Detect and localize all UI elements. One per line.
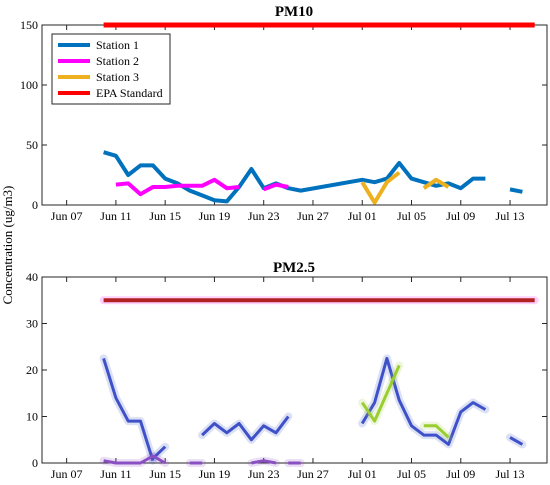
- chart-pm10: PM10 0 50 100 150 Jun 07 Jun 11 Jun 15 Jun 19 Ju…: [20, 4, 548, 223]
- shared-ylabel: Concentration (ug/m3): [0, 186, 15, 305]
- series-line-1-2: [251, 459, 277, 465]
- plot-area-pm25: [41, 276, 548, 464]
- axes-pm25: 0 10 20 30 40 Jun 07 Jun 11 Jun 15 Jun 19 Jun 23 J…: [26, 270, 547, 481]
- x-tick-label: Jun 07: [51, 209, 83, 223]
- x-tick-label: Jul 01: [348, 209, 377, 223]
- y-tick-label: 30: [26, 317, 38, 331]
- y-tick-label: 0: [32, 456, 38, 470]
- x-tick-label: Jul 13: [496, 467, 525, 481]
- legend-pm10: Station 1 Station 2 Station 3 EPA Standard: [51, 33, 171, 105]
- x-tick-label: Jul 01: [348, 467, 377, 481]
- chart-title-pm25: PM2.5: [273, 260, 315, 276]
- x-tick-label: Jun 27: [297, 209, 329, 223]
- series-line-1-0: [115, 177, 240, 197]
- y-tick-label: 20: [26, 363, 38, 377]
- y-tick-label: 150: [20, 18, 38, 32]
- x-tick-label: Jun 15: [149, 209, 181, 223]
- x-tick-label: Jun 19: [199, 467, 231, 481]
- x-tick-label: Jun 19: [199, 209, 231, 223]
- legend-label: EPA Standard: [96, 86, 163, 100]
- series-line-0-2: [201, 415, 290, 442]
- x-tick-label: Jun 23: [248, 209, 280, 223]
- x-tick-label: Jun 27: [297, 467, 329, 481]
- x-tick-label: Jun 23: [248, 467, 280, 481]
- x-tick-label: Jul 05: [397, 209, 426, 223]
- series-layer-pm25: [99, 296, 539, 467]
- chart-pm25: PM2.5 0 10 20 30 40 Jun 07 Jun 11 Jun 15 Jun 19 J…: [26, 260, 548, 481]
- y-tick-label: 100: [20, 78, 38, 92]
- x-tick-label: Jun 11: [100, 209, 131, 223]
- series-line-0-3: [360, 356, 487, 446]
- x-tick-label: Jul 05: [397, 467, 426, 481]
- series-line-1-1: [262, 182, 289, 192]
- x-tick-label: Jul 09: [446, 209, 475, 223]
- series-line-0-0: [102, 357, 155, 462]
- legend-label: Station 2: [96, 54, 139, 68]
- y-tick-label: 40: [26, 270, 38, 284]
- series-line-0-1: [509, 187, 523, 194]
- y-tick-label: 0: [32, 198, 38, 212]
- x-tick-label: Jun 07: [51, 467, 83, 481]
- series-layer-pm10: [103, 22, 535, 205]
- series-line-2-1: [423, 424, 450, 439]
- x-tick-label: Jul 09: [446, 467, 475, 481]
- y-tick-label: 10: [26, 410, 38, 424]
- series-line-1-0: [103, 454, 166, 465]
- series-line-0-4: [509, 436, 524, 446]
- chart-title-pm10: PM10: [275, 4, 313, 20]
- series-line-2-1: [422, 177, 450, 190]
- legend-label: Station 3: [96, 70, 139, 84]
- x-tick-label: Jun 11: [100, 467, 131, 481]
- x-tick-label: Jun 15: [149, 467, 181, 481]
- series-line-2-0: [360, 171, 401, 205]
- x-tick-label: Jul 13: [496, 209, 525, 223]
- series-line-2-0: [360, 364, 401, 423]
- legend-label: Station 1: [96, 38, 139, 52]
- y-tick-label: 50: [26, 138, 38, 152]
